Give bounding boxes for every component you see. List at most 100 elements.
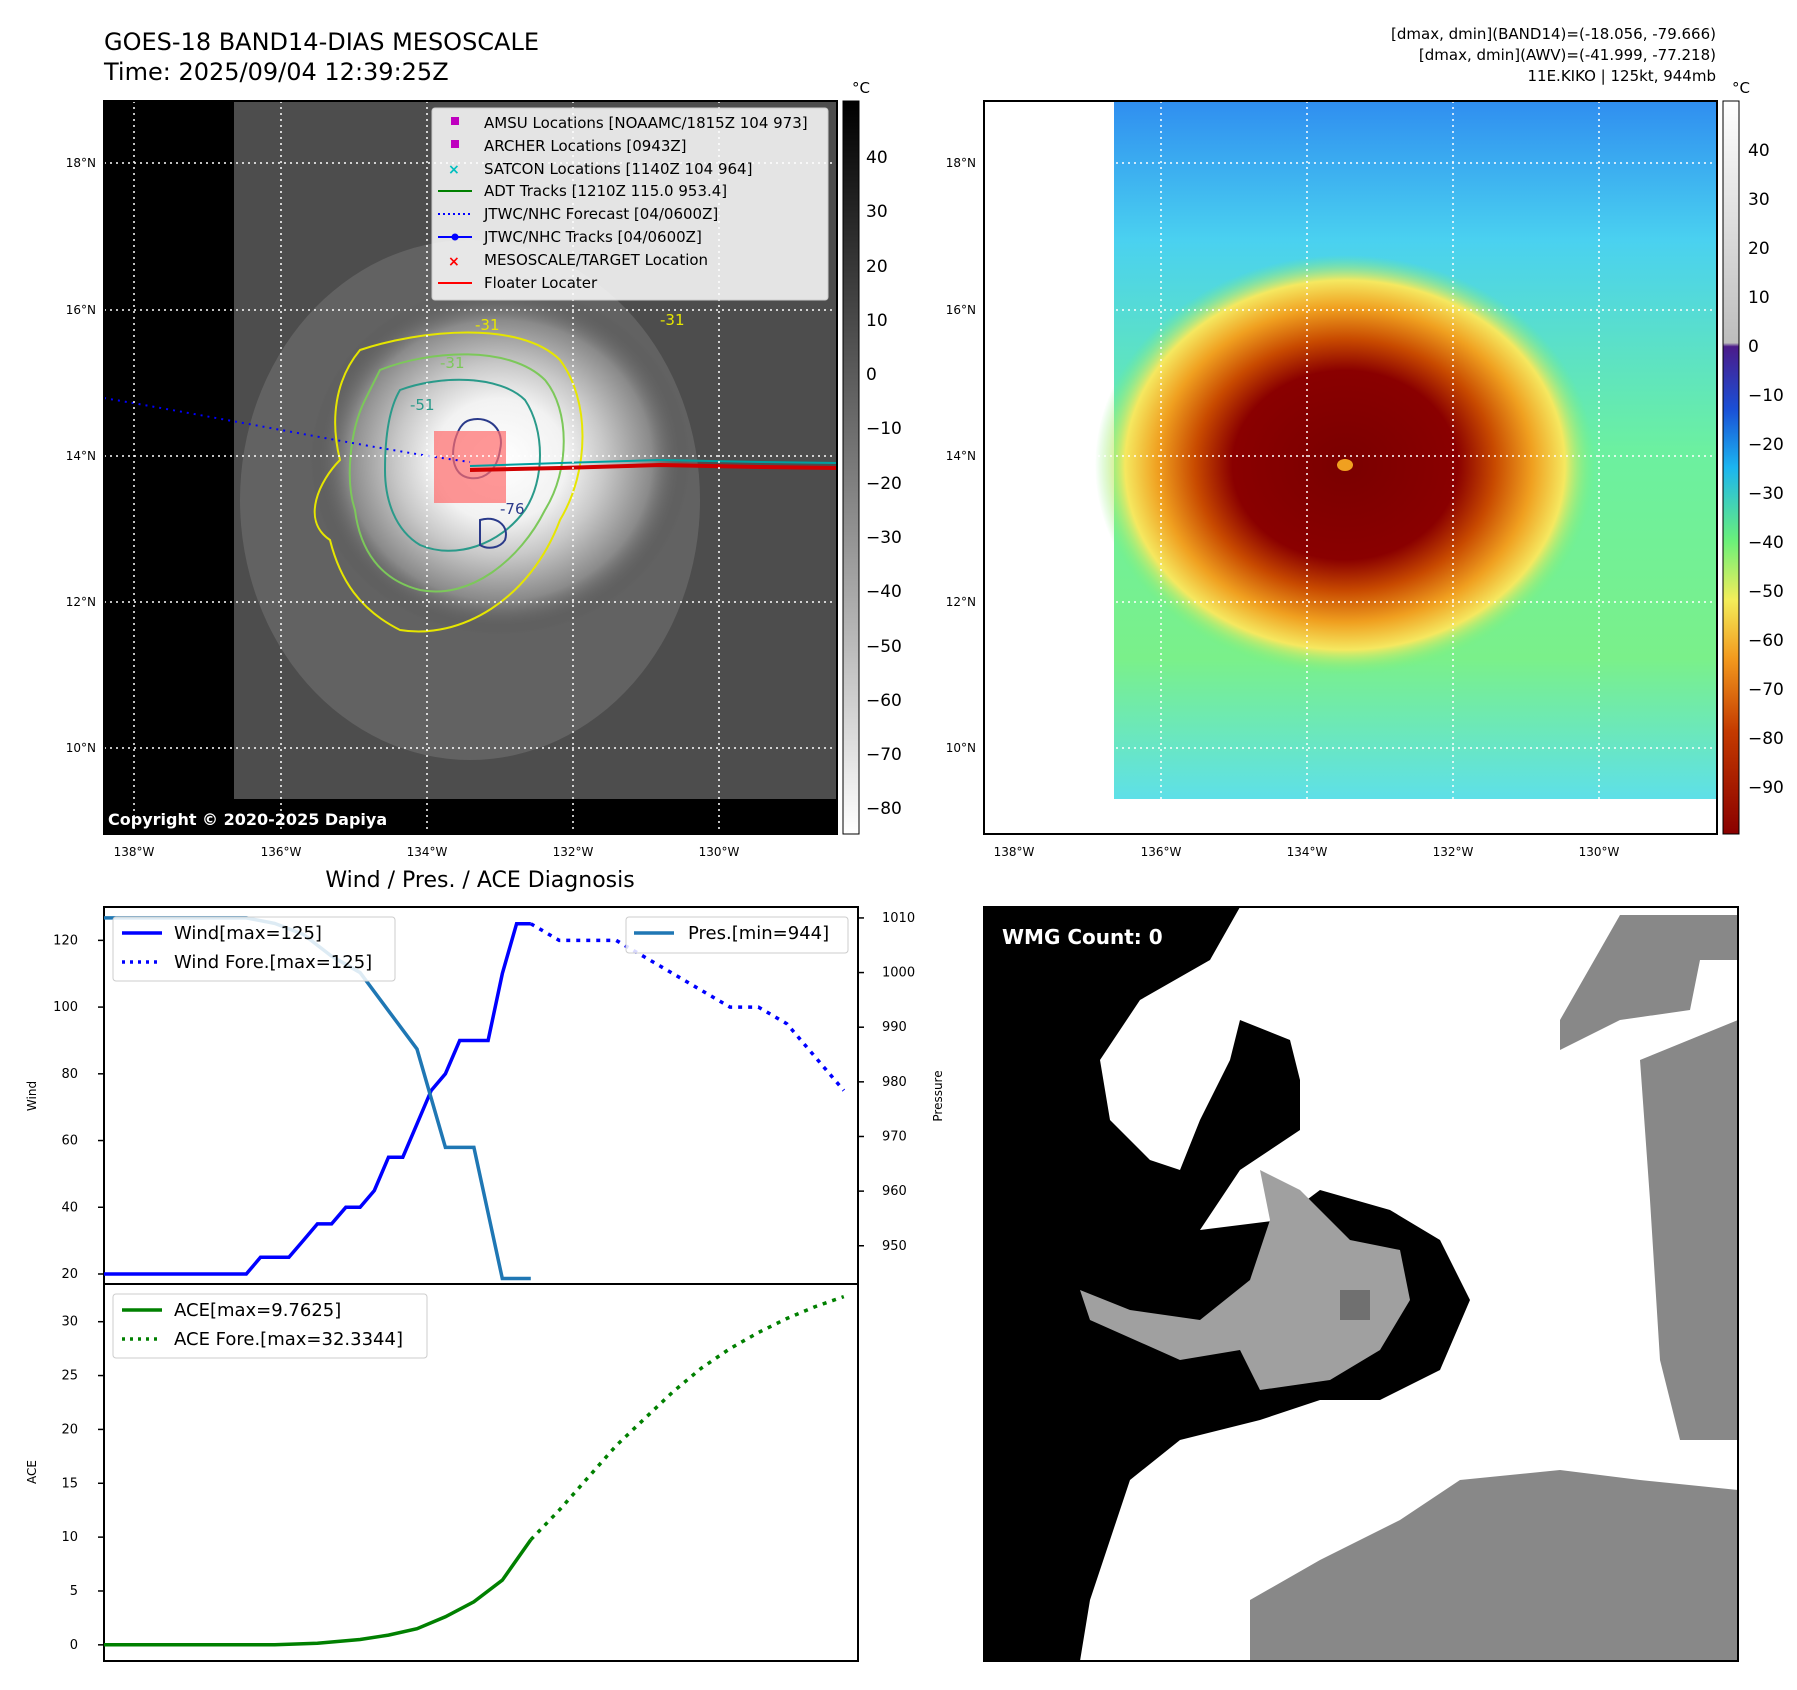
legend-jtwc-dot [451,233,459,241]
tick-label: 1000 [882,966,915,981]
wind-legend-box [112,916,396,982]
lat-label: 12°N [66,595,96,609]
rcb-tick: −40 [1748,533,1784,553]
tick-label: 10 [61,1530,78,1545]
left-map-frame [103,100,838,835]
tick-label: 950 [882,1239,907,1254]
map-legend: AMSU Locations [NOAAMC/1815Z 104 973] AR… [431,107,829,301]
right-colorbar-unit: °C [1732,79,1750,97]
lon-label: 134°W [1287,845,1328,859]
tick-label: 970 [882,1129,907,1144]
rcb-tick: −80 [1748,729,1784,749]
storm-id: 11E.KIKO | 125kt, 944mb [1527,67,1716,85]
lat-label: 14°N [946,449,976,463]
pressure-y-ticks: 950 960 970 980 990 1000 1010 [858,911,915,1254]
lon-label: 130°W [699,845,740,859]
wmg-count-badge [994,920,1176,954]
rcb-tick: 10 [1748,288,1770,308]
tick-label: 40 [61,1200,78,1215]
tick-label: 25 [61,1369,78,1384]
tick-label: 0 [70,1638,78,1653]
lat-label: 18°N [66,156,96,170]
lcb-tick: −10 [866,419,902,439]
contour-label-2: -31 [440,354,465,372]
left-colorbar-unit: °C [852,79,870,97]
tick-label: 5 [70,1584,78,1599]
lcb-tick: −70 [866,745,902,765]
diagnosis-title: Wind / Pres. / ACE Diagnosis [325,868,634,893]
contour-green [348,353,565,593]
ace-fore-legend-label: ACE Fore.[max=32.3344] [174,1329,403,1350]
rcb-tick: 40 [1748,141,1770,161]
lcb-tick: −40 [866,582,902,602]
rcb-tick: −90 [1748,778,1784,798]
left-lon-labels: 138°W 136°W 134°W 132°W 130°W [114,845,740,859]
tick-label: 100 [53,1000,78,1015]
tick-label: 30 [61,1315,78,1330]
lcb-tick: 0 [866,365,877,385]
right-map-frame [983,100,1718,835]
wmg-gray-lower [1250,1470,1738,1661]
lcb-tick: −50 [866,637,902,657]
rcb-tick: −30 [1748,484,1784,504]
legend-jtwc: JTWC/NHC Tracks [04/0600Z] [483,228,702,246]
rcb-tick: 20 [1748,239,1770,259]
lcb-tick: 30 [866,202,888,222]
floater-box [434,431,506,503]
contour-yellow [313,331,584,633]
figure-title: GOES-18 BAND14-DIAS MESOSCALE [104,28,539,56]
tick-label: 80 [61,1067,78,1082]
wind-fore-legend-label: Wind Fore.[max=125] [174,952,372,973]
series-line-1 [529,922,846,1092]
wmg-gray-right [1640,1020,1738,1440]
ace-y-ticks: 0 5 10 15 20 25 30 [61,1315,104,1653]
lon-label: 138°W [994,845,1035,859]
wind-y-ticks: 20 40 60 80 100 120 [53,933,104,1282]
series-line-0 [104,921,531,1276]
rcb-tick: −20 [1748,435,1784,455]
tick-label: 960 [882,1184,907,1199]
wind-legend-label: Wind[max=125] [174,923,322,944]
pres-legend: Pres.[min=944] [625,916,849,954]
lcb-tick: 20 [866,257,888,277]
legend-amsu: AMSU Locations [NOAAMC/1815Z 104 973] [484,114,808,132]
jtwc-forecast-track [104,397,471,463]
legend-archer: ARCHER Locations [0943Z] [484,137,687,155]
legend-forecast: JTWC/NHC Forecast [04/0600Z] [483,205,718,223]
legend-archer-marker [451,140,459,148]
tick-label: 120 [53,933,78,948]
ace-legend: ACE[max=9.7625] ACE Fore.[max=32.3344] [112,1293,428,1359]
contour-label-4: -76 [500,500,525,518]
rcb-tick: −10 [1748,386,1784,406]
wmg-black-region [984,907,1470,1661]
lcb-tick: −60 [866,691,902,711]
lcb-tick: 40 [866,148,888,168]
wind-ylabel: Wind [25,1081,39,1111]
wmg-count-label: WMG Count: 0 [1002,925,1163,949]
tick-label: 990 [882,1020,907,1035]
ace-ylabel: ACE [25,1460,39,1484]
pressure-ylabel: Pressure [931,1070,945,1121]
right-map-eye [1337,459,1353,471]
legend-satcon-marker: × [448,162,460,178]
right-lat-labels: 18°N 16°N 14°N 12°N 10°N [946,156,976,755]
lon-label: 136°W [261,845,302,859]
wmg-eye-cell [1340,1290,1370,1320]
lcb-tick: −80 [866,799,902,819]
rcb-tick: −70 [1748,680,1784,700]
lat-label: 18°N [946,156,976,170]
contour-teal [383,378,541,552]
contour-label-1: -31 [475,316,500,334]
right-colorbar [1722,100,1740,835]
ace-plot [104,1294,845,1647]
lon-label: 136°W [1141,845,1182,859]
series-line-1 [529,1294,845,1541]
lcb-tick: −20 [866,474,902,494]
pres-legend-label: Pres.[min=944] [688,923,829,944]
lat-label: 10°N [66,741,96,755]
wmg-gray-inner [1080,1170,1410,1390]
wmg-panel: WMG Count: 0 [983,906,1739,1662]
dmax-band14: [dmax, dmin](BAND14)=(-18.056, -79.666) [1391,25,1716,43]
tick-label: 20 [61,1267,78,1282]
